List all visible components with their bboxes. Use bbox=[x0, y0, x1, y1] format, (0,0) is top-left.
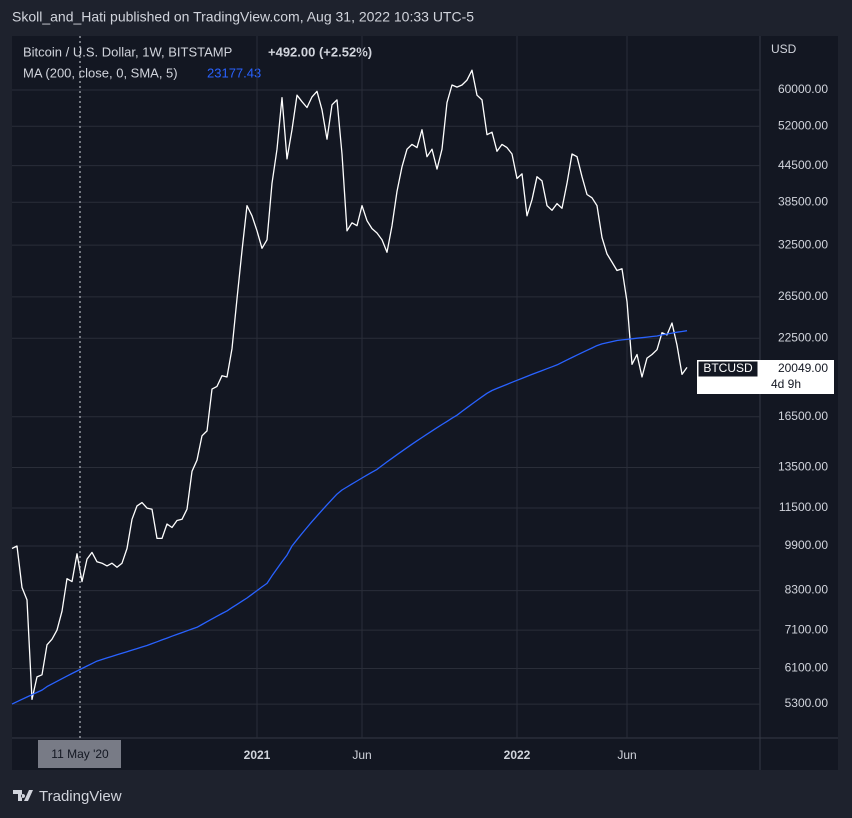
y-tick-label: 22500.00 bbox=[778, 330, 828, 344]
y-tick-label: 13500.00 bbox=[778, 460, 828, 474]
symbol-tag bbox=[697, 360, 759, 378]
logo: TradingView bbox=[13, 788, 122, 805]
y-tick-label: 26500.00 bbox=[778, 289, 828, 303]
attribution: Skoll_and_Hati published on TradingView.… bbox=[12, 9, 474, 25]
y-tick-label: 52000.00 bbox=[778, 118, 828, 132]
indicator-label: MA (200, close, 0, SMA, 5) bbox=[23, 65, 178, 80]
x-tick-label: 2021 bbox=[244, 748, 271, 762]
x-tick-label: Jun bbox=[617, 748, 636, 762]
chart-panel bbox=[12, 36, 838, 770]
price-change: +492.00 (+2.52%) bbox=[268, 44, 372, 59]
last-price-label: 20049.00 bbox=[778, 361, 828, 375]
y-tick-label: 38500.00 bbox=[778, 194, 828, 208]
symbol-tag-label: BTCUSD bbox=[703, 361, 753, 375]
grid bbox=[12, 36, 760, 738]
x-tick-label: 2022 bbox=[504, 748, 531, 762]
y-tick-label: 5300.00 bbox=[785, 696, 829, 710]
brand: TradingView bbox=[39, 788, 122, 805]
y-tick-label: 7100.00 bbox=[785, 622, 829, 636]
series-line bbox=[11, 330, 688, 705]
y-tick-label: 44500.00 bbox=[778, 158, 828, 172]
y-tick-label: 16500.00 bbox=[778, 409, 828, 423]
y-tick-label: 8300.00 bbox=[785, 583, 829, 597]
lines bbox=[11, 69, 688, 705]
y-tick-label: 6100.00 bbox=[785, 661, 829, 675]
countdown: 4d 9h bbox=[771, 377, 801, 391]
y-tick-label: 11500.00 bbox=[779, 500, 828, 514]
crosshair-label-box bbox=[38, 740, 121, 768]
currency: USD bbox=[771, 42, 797, 56]
chart-title: Bitcoin / U.S. Dollar, 1W, BITSTAMP bbox=[23, 44, 232, 59]
x-tick-label: Jun bbox=[352, 748, 371, 762]
indicator-value: 23177.43 bbox=[207, 65, 261, 80]
y-tick-label: 32500.00 bbox=[778, 237, 828, 251]
y-tick-label: 9900.00 bbox=[785, 538, 829, 552]
series-line bbox=[11, 69, 688, 700]
crosshair-label: 11 May '20 bbox=[51, 747, 109, 761]
y-tick-label: 60000.00 bbox=[778, 82, 828, 96]
logo-icon bbox=[13, 790, 33, 801]
